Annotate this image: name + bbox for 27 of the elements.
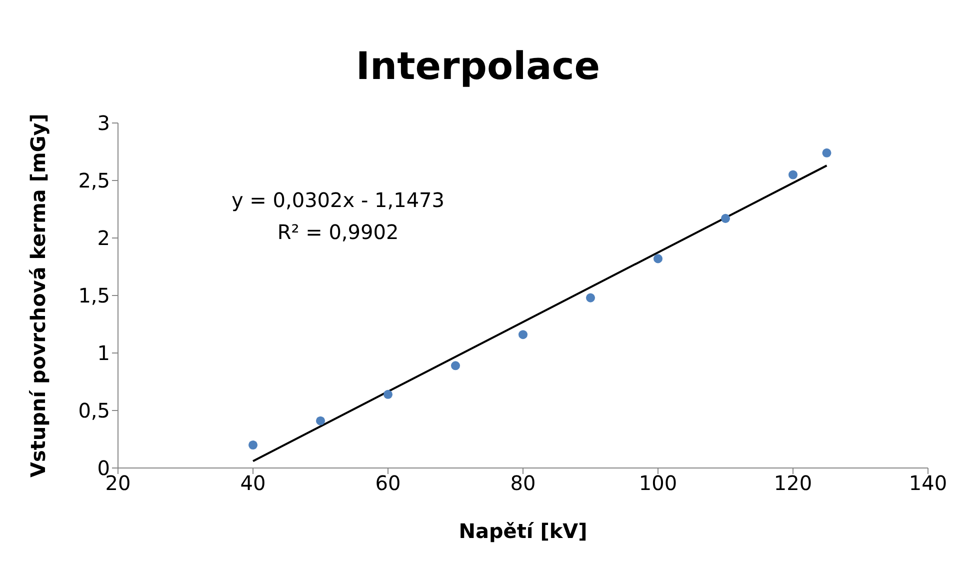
point bbox=[383, 390, 393, 399]
point bbox=[788, 170, 798, 180]
point bbox=[450, 361, 460, 370]
x-tick-label: 120 bbox=[774, 471, 812, 496]
x-tick-label: 40 bbox=[240, 471, 266, 496]
x-tick-label: 100 bbox=[638, 471, 678, 496]
y-tick-label: 1,5 bbox=[78, 284, 110, 308]
point bbox=[822, 148, 832, 158]
annotation: R² = 0,9902 bbox=[276, 220, 400, 244]
point bbox=[518, 330, 528, 340]
point bbox=[248, 440, 258, 450]
point bbox=[720, 214, 730, 223]
x-tick-label: 60 bbox=[375, 471, 401, 496]
y-tick-label: 3 bbox=[97, 111, 110, 136]
y-axis-title: Vstupní povrchová kerma [mGy] bbox=[26, 114, 50, 478]
x-tick-label: 140 bbox=[908, 471, 948, 496]
annotation: y = 0,0302x - 1,1473 bbox=[230, 188, 446, 212]
y-tick-label: 2,5 bbox=[78, 168, 110, 193]
y-tick-label: 1 bbox=[97, 341, 110, 366]
x-axis-title: Napětí [kV] bbox=[458, 519, 588, 543]
point bbox=[586, 293, 596, 302]
point bbox=[316, 416, 326, 426]
y-tick-label: 0,5 bbox=[78, 398, 110, 423]
chart-title: Interpolace bbox=[354, 44, 602, 88]
point bbox=[653, 254, 663, 264]
y-tick-label: 2 bbox=[97, 226, 110, 250]
x-tick-label: 80 bbox=[510, 471, 536, 496]
